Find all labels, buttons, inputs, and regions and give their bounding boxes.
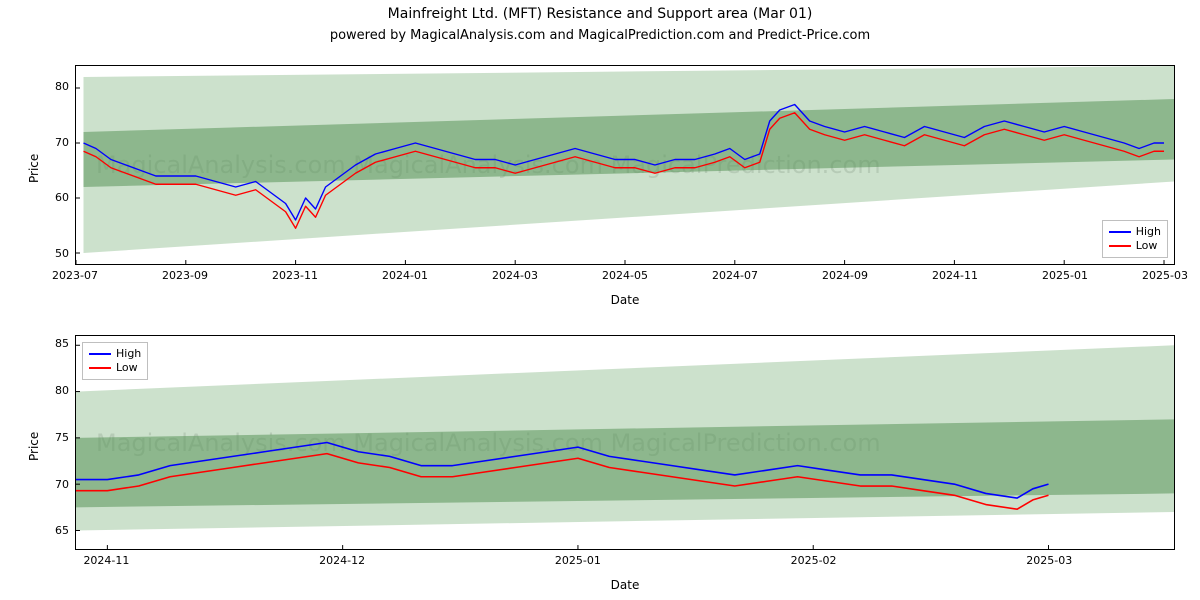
chart-page: Mainfreight Ltd. (MFT) Resistance and Su… xyxy=(0,0,1200,600)
y-tick-label: 50 xyxy=(29,247,69,260)
y-axis-label-1: Price xyxy=(27,154,41,183)
y-tick-label: 65 xyxy=(29,524,69,537)
y-tick-label: 80 xyxy=(29,384,69,397)
x-tick-label: 2024-03 xyxy=(480,269,550,282)
price-chart-svg-2 xyxy=(76,336,1174,549)
y-tick-label: 70 xyxy=(29,136,69,149)
legend-item-high: High xyxy=(1109,225,1161,239)
y-tick-label: 70 xyxy=(29,478,69,491)
x-tick-label: 2023-11 xyxy=(260,269,330,282)
y-tick-label: 85 xyxy=(29,337,69,350)
chart-subtitle: powered by MagicalAnalysis.com and Magic… xyxy=(0,28,1200,43)
legend-swatch-low xyxy=(89,367,111,369)
legend-label-high: High xyxy=(1136,225,1161,239)
y-tick-label: 60 xyxy=(29,191,69,204)
x-tick-label: 2024-05 xyxy=(590,269,660,282)
x-tick-label: 2024-09 xyxy=(810,269,880,282)
x-tick-label: 2025-03 xyxy=(1014,554,1084,567)
legend-swatch-high xyxy=(89,353,111,355)
legend-label-low: Low xyxy=(1136,239,1158,253)
x-axis-label-1: Date xyxy=(75,293,1175,307)
price-chart-panel-1: MagicalAnalysis.com MagicalAnalysis.com … xyxy=(75,65,1175,265)
legend-label-high: High xyxy=(116,347,141,361)
legend-swatch-low xyxy=(1109,245,1131,247)
x-tick-label: 2024-07 xyxy=(700,269,770,282)
legend-panel-1: High Low xyxy=(1102,220,1168,258)
legend-panel-2: High Low xyxy=(82,342,148,380)
x-axis-label-2: Date xyxy=(75,578,1175,592)
price-chart-svg-1 xyxy=(76,66,1174,264)
x-tick-label: 2024-11 xyxy=(71,554,141,567)
x-tick-label: 2024-11 xyxy=(920,269,990,282)
chart-title: Mainfreight Ltd. (MFT) Resistance and Su… xyxy=(0,6,1200,22)
x-tick-label: 2024-12 xyxy=(307,554,377,567)
x-tick-label: 2024-01 xyxy=(370,269,440,282)
y-tick-label: 75 xyxy=(29,431,69,444)
legend-item-high: High xyxy=(89,347,141,361)
legend-swatch-high xyxy=(1109,231,1131,233)
x-tick-label: 2025-01 xyxy=(543,554,613,567)
x-tick-label: 2025-03 xyxy=(1130,269,1200,282)
legend-label-low: Low xyxy=(116,361,138,375)
price-chart-panel-2: MagicalAnalysis.com MagicalAnalysis.com … xyxy=(75,335,1175,550)
legend-item-low: Low xyxy=(1109,239,1161,253)
x-tick-label: 2025-01 xyxy=(1030,269,1100,282)
x-tick-label: 2025-02 xyxy=(779,554,849,567)
y-tick-label: 80 xyxy=(29,80,69,93)
legend-item-low: Low xyxy=(89,361,141,375)
x-tick-label: 2023-07 xyxy=(40,269,110,282)
x-tick-label: 2023-09 xyxy=(150,269,220,282)
